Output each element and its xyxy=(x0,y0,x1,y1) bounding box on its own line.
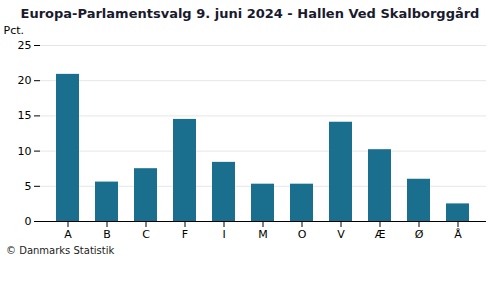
svg-text:Æ: Æ xyxy=(375,228,386,241)
svg-text:O: O xyxy=(298,228,307,241)
html-text:© Danmarks Statistik: © Danmarks Statistik xyxy=(6,245,115,256)
svg-text:15: 15 xyxy=(18,109,32,122)
svg-text:Ø: Ø xyxy=(415,228,424,241)
svg-text:C: C xyxy=(142,228,150,241)
svg-text:25: 25 xyxy=(18,39,32,52)
svg-text:0: 0 xyxy=(25,215,32,228)
svg-text:5: 5 xyxy=(25,180,32,193)
svg-text:M: M xyxy=(258,228,268,241)
svg-text:Å: Å xyxy=(454,228,462,241)
svg-text:A: A xyxy=(64,228,72,241)
svg-text:Pct.: Pct. xyxy=(4,24,25,37)
svg-text:10: 10 xyxy=(18,145,32,158)
svg-text:I: I xyxy=(222,228,225,241)
svg-text:B: B xyxy=(103,228,111,241)
svg-text:V: V xyxy=(337,228,345,241)
svg-text:F: F xyxy=(182,228,188,241)
html-text:Europa-Parlamentsvalg 9. juni: Europa-Parlamentsvalg 9. juni 2024 - Hal… xyxy=(20,6,480,21)
svg-text:20: 20 xyxy=(18,74,32,87)
